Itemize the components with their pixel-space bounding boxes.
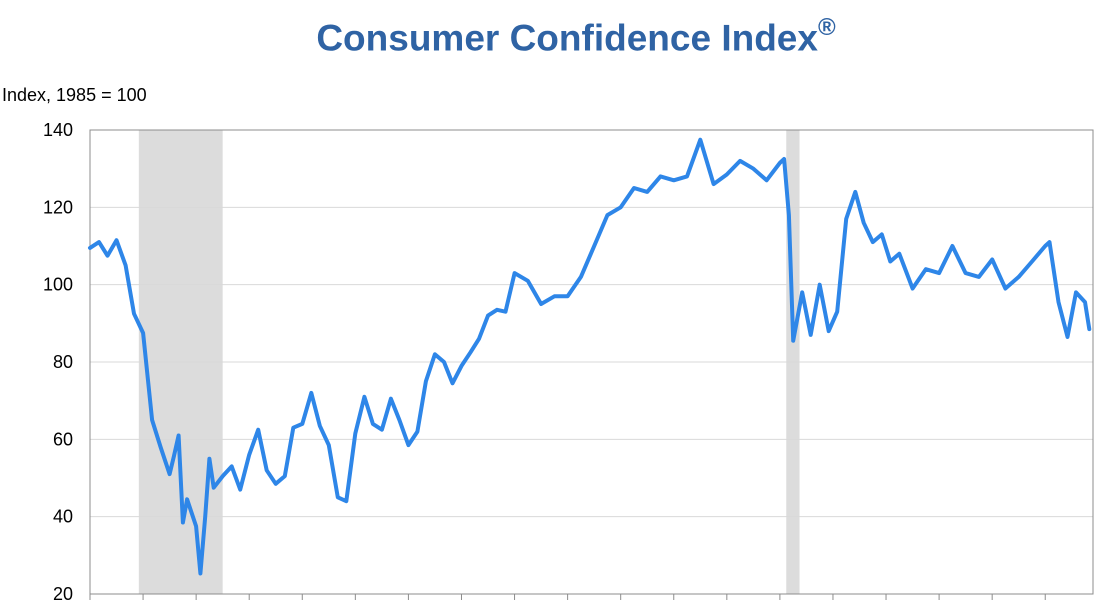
series-line-consumer-confidence <box>88 137 1092 576</box>
y-tick-label-100: 100 <box>43 275 73 295</box>
y-tick-label-20: 20 <box>53 584 73 600</box>
y-tick-label-140: 140 <box>43 120 73 140</box>
registered-mark: ® <box>817 14 836 41</box>
plot-area-border <box>89 129 1094 595</box>
chart-title: Consumer Confidence Index® <box>0 14 1118 59</box>
y-axis-tick-labels: 20 40 60 80 100 120 140 <box>43 120 73 600</box>
series-group <box>88 137 1092 576</box>
y-axis-label: Index, 1985 = 100 <box>2 85 147 105</box>
y-tick-label-60: 60 <box>53 429 73 449</box>
y-tick-label-40: 40 <box>53 507 73 527</box>
y-tick-label-120: 120 <box>43 197 73 217</box>
x-axis-ticks <box>89 594 1046 600</box>
y-tick-label-80: 80 <box>53 352 73 372</box>
chart-title-text: Consumer Confidence Index <box>316 17 818 59</box>
gridlines <box>90 206 1093 518</box>
